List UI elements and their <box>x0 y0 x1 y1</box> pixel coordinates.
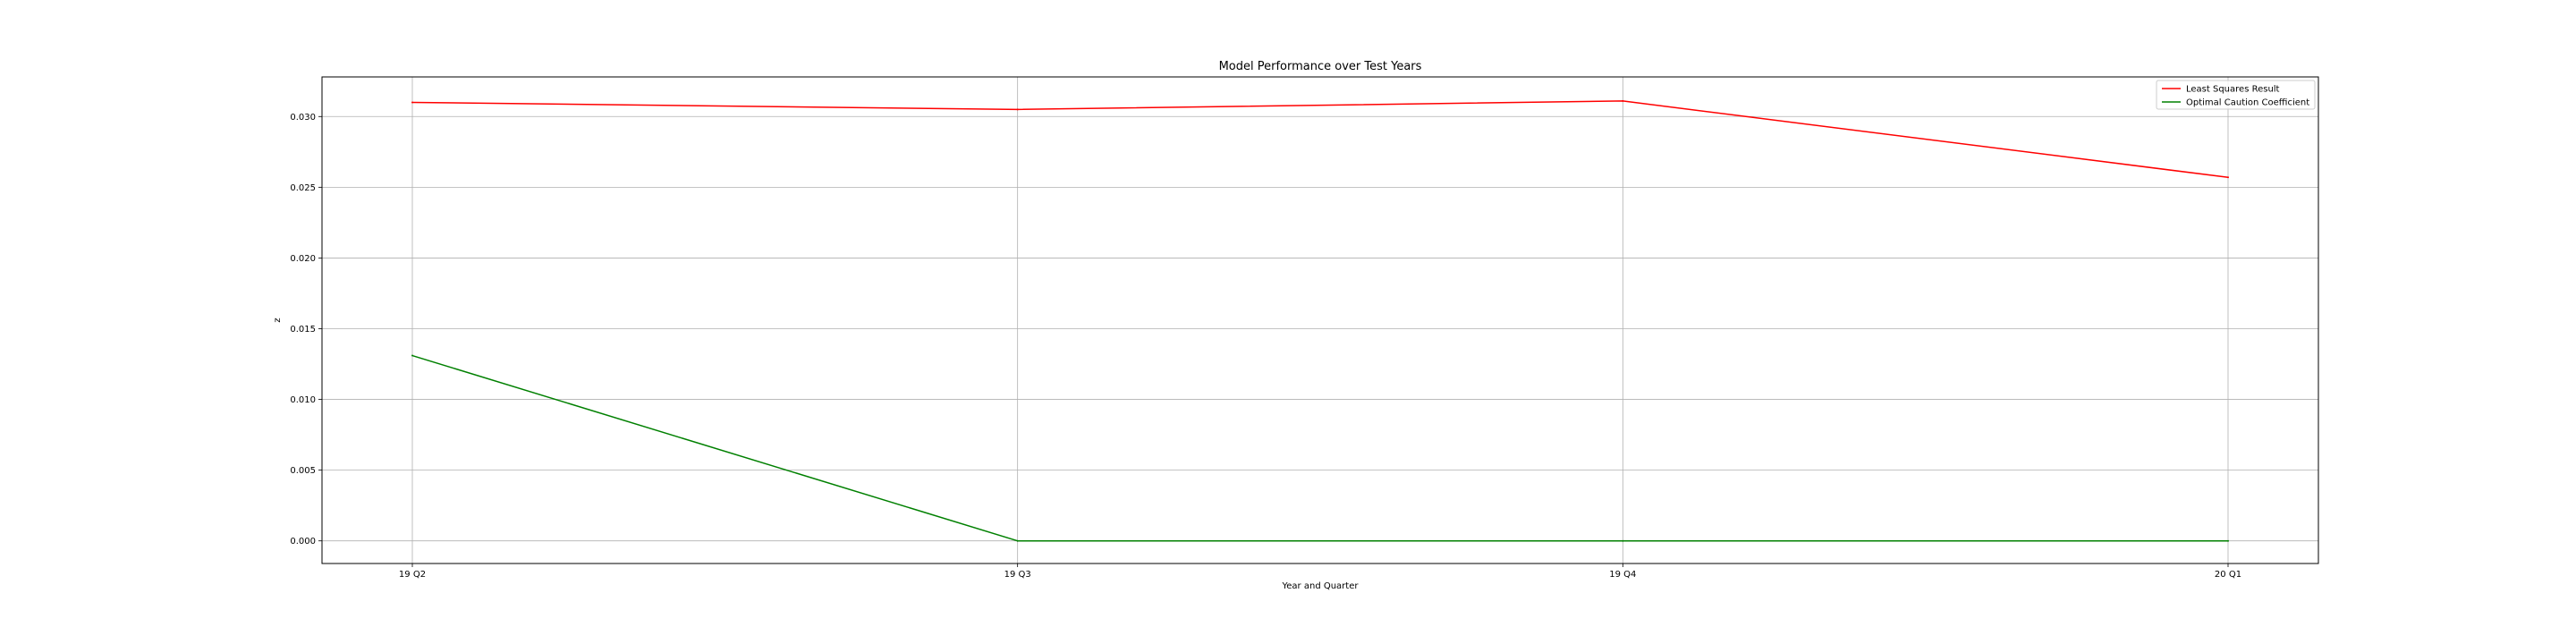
data-point-least-squares-result <box>1622 99 1624 102</box>
x-tick-label: 19 Q2 <box>399 570 426 580</box>
data-point-optimal-caution-coefficient <box>2227 539 2229 542</box>
y-tick-label: 0.005 <box>290 466 316 476</box>
y-tick-label: 0.000 <box>290 537 316 547</box>
y-tick-label: 0.010 <box>290 395 316 405</box>
data-point-optimal-caution-coefficient <box>411 354 413 357</box>
y-tick-label: 0.025 <box>290 183 316 193</box>
y-axis-label: z <box>273 318 283 322</box>
data-point-optimal-caution-coefficient <box>1016 539 1019 542</box>
chart-title: Model Performance over Test Years <box>1219 60 1422 73</box>
x-tick-label: 19 Q3 <box>1004 570 1031 580</box>
y-tick-label: 0.015 <box>290 325 316 335</box>
x-axis-label: Year and Quarter <box>1282 581 1360 591</box>
y-tick-label: 0.020 <box>290 254 316 264</box>
grid-layer <box>322 77 2318 564</box>
x-tick-label: 20 Q1 <box>2215 570 2241 580</box>
y-tick-label: 0.030 <box>290 113 316 123</box>
plot-frame <box>321 76 2319 564</box>
legend: Least Squares Result Optimal Caution Coe… <box>2156 80 2316 110</box>
data-point-least-squares-result <box>411 101 413 104</box>
data-point-least-squares-result <box>1016 108 1019 111</box>
data-point-optimal-caution-coefficient <box>1622 539 1624 542</box>
series-layer <box>411 99 2229 542</box>
legend-box <box>2156 80 2316 110</box>
data-point-least-squares-result <box>2227 176 2229 179</box>
series-line-optimal-caution-coefficient <box>411 354 2228 542</box>
series-line-least-squares-result <box>411 100 2229 179</box>
y-axis: 0.000 0.005 0.010 0.015 0.020 0.025 0.030 <box>290 113 322 547</box>
legend-label-least-squares: Least Squares Result <box>2186 85 2280 95</box>
legend-label-optimal-caution: Optimal Caution Coefficient <box>2186 98 2309 108</box>
x-axis: 19 Q2 19 Q3 19 Q4 20 Q1 <box>399 564 2241 580</box>
x-tick-label: 19 Q4 <box>1609 570 1636 580</box>
